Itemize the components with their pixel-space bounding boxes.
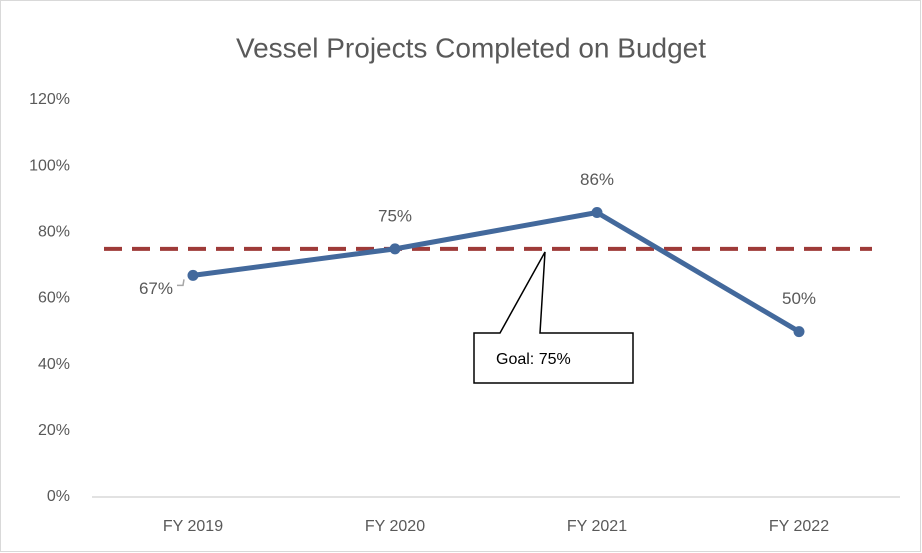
data-label: 67% <box>139 279 173 298</box>
data-point <box>793 326 805 338</box>
data-point <box>187 269 199 281</box>
goal-label: Goal: 75% <box>496 351 571 368</box>
leader-line <box>177 279 185 287</box>
callout-box <box>473 251 634 384</box>
y-tick-label: 80% <box>38 224 70 241</box>
goal-callout: Goal: 75% <box>473 251 634 384</box>
data-point <box>389 243 401 255</box>
data-label: 86% <box>580 170 614 189</box>
data-point <box>591 206 603 218</box>
data-line <box>192 209 801 334</box>
x-tick-label: FY 2019 <box>163 518 223 535</box>
x-tick-label: FY 2021 <box>567 518 627 535</box>
y-tick-label: 20% <box>38 422 70 439</box>
x-tick-label: FY 2020 <box>365 518 425 535</box>
data-label: 75% <box>378 206 412 225</box>
data-label: 50% <box>782 289 816 308</box>
y-tick-label: 0% <box>47 488 70 505</box>
y-tick-label: 120% <box>29 91 70 108</box>
x-tick-label: FY 2022 <box>769 518 829 535</box>
y-tick-label: 100% <box>29 157 70 174</box>
y-tick-label: 60% <box>38 290 70 307</box>
y-tick-label: 40% <box>38 356 70 373</box>
chart-title: Vessel Projects Completed on Budget <box>236 32 706 63</box>
